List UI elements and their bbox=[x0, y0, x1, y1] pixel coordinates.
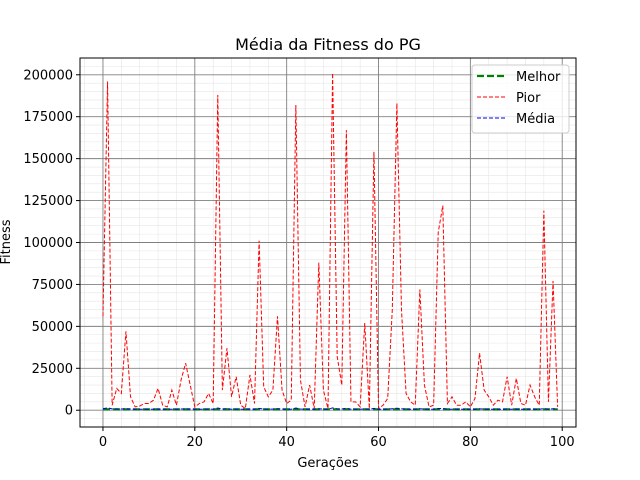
legend-label: Melhor bbox=[516, 70, 561, 85]
legend-label: Média bbox=[516, 112, 555, 127]
legend-label: Pior bbox=[516, 91, 541, 106]
series-line-pior bbox=[102, 73, 559, 410]
y-axis: 0 25000 50000 75000 100000 125000 150000 175000… bbox=[23, 68, 80, 419]
x-axis-title: Gerações bbox=[297, 456, 358, 471]
y-tick-label: 200000 bbox=[23, 68, 73, 83]
x-tick-label: 100 bbox=[550, 435, 575, 450]
x-tick-label: 20 bbox=[187, 435, 204, 450]
series-layer bbox=[102, 73, 559, 411]
chart-title: Média da Fitness do PG bbox=[235, 35, 421, 54]
y-tick-label: 125000 bbox=[23, 194, 73, 209]
x-axis: 0 20 40 60 80 100 bbox=[99, 427, 575, 450]
y-tick-label: 75000 bbox=[32, 278, 73, 293]
y-tick-label: 150000 bbox=[23, 152, 73, 167]
series-line-media bbox=[102, 407, 558, 410]
x-tick-label: 0 bbox=[99, 435, 107, 450]
y-axis-title: Fitness bbox=[0, 219, 14, 264]
legend: Melhor Pior Média bbox=[471, 64, 570, 134]
y-tick-label: 100000 bbox=[23, 236, 73, 251]
x-tick-label: 80 bbox=[462, 435, 479, 450]
x-tick-label: 40 bbox=[278, 435, 295, 450]
y-tick-label: 175000 bbox=[23, 110, 73, 125]
y-tick-label: 25000 bbox=[32, 362, 73, 377]
y-tick-label: 0 bbox=[65, 404, 73, 419]
y-tick-label: 50000 bbox=[32, 320, 73, 335]
x-tick-label: 60 bbox=[370, 435, 387, 450]
legend-box bbox=[471, 64, 570, 134]
